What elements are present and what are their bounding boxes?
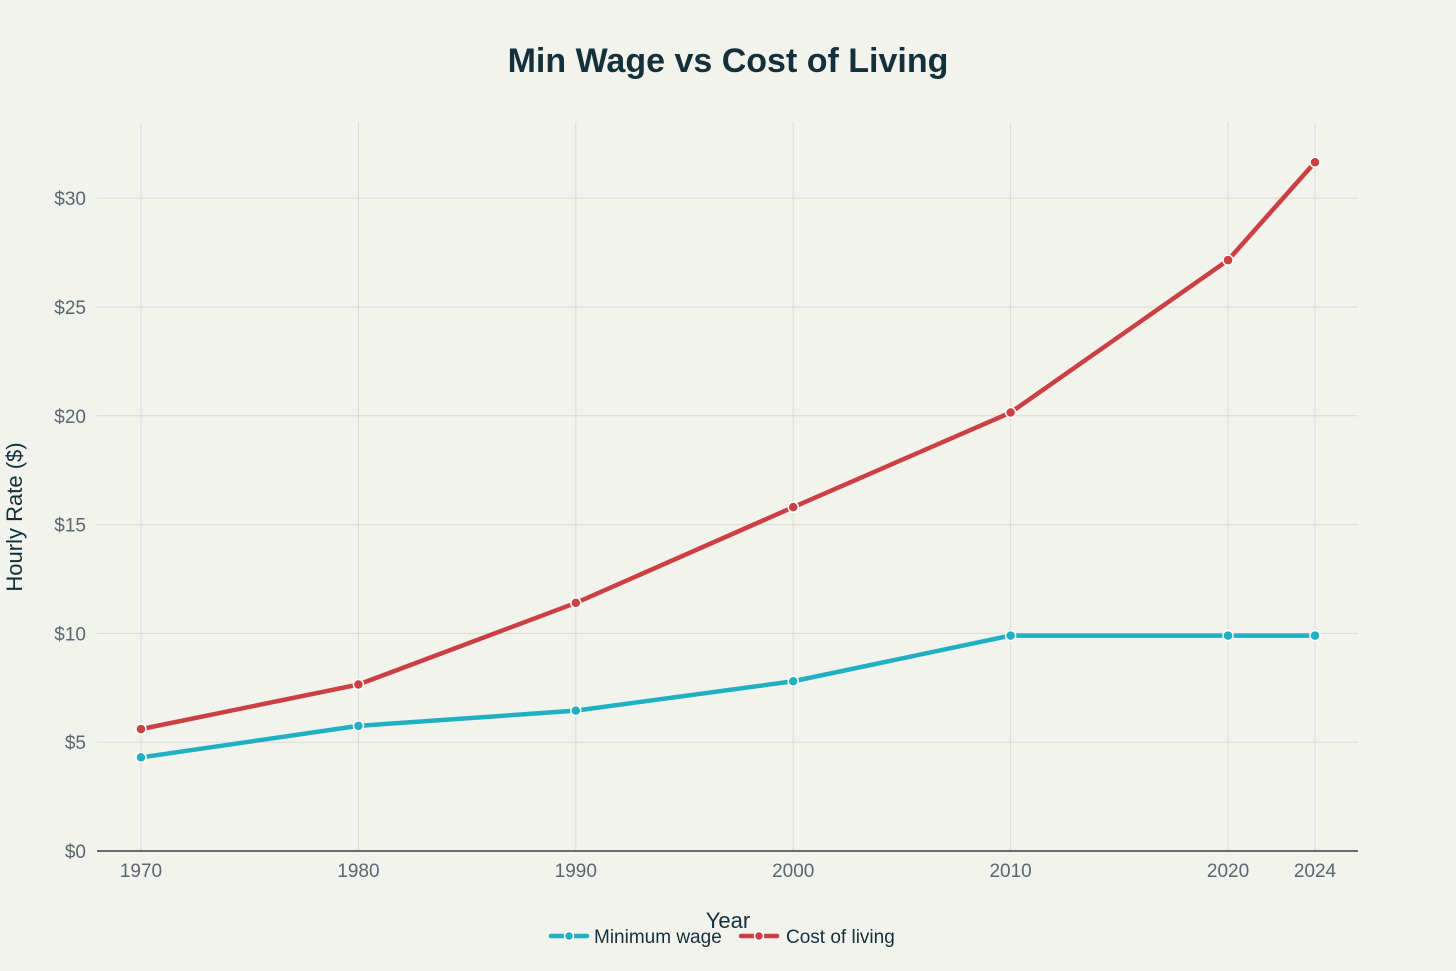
- series-cost-of-living: [135, 156, 1321, 735]
- data-point[interactable]: [135, 751, 147, 764]
- data-point[interactable]: [1222, 254, 1234, 266]
- y-tick-label: $10: [54, 624, 86, 645]
- data-point[interactable]: [1004, 629, 1017, 642]
- chart-title: Min Wage vs Cost of Living: [508, 42, 949, 80]
- legend-item[interactable]: Minimum wage: [548, 927, 722, 948]
- series-line: [138, 160, 1318, 732]
- series-layer: [135, 156, 1321, 764]
- data-point[interactable]: [135, 723, 147, 735]
- legend-item[interactable]: Cost of living: [738, 927, 895, 948]
- data-point[interactable]: [352, 720, 365, 732]
- series-minimum-wage: [135, 629, 1321, 764]
- y-tick-label: $25: [54, 298, 86, 319]
- x-tick-label: 1970: [120, 861, 162, 882]
- legend-label: Cost of living: [786, 927, 895, 948]
- data-point[interactable]: [570, 704, 582, 717]
- x-tick-label: 2000: [772, 861, 814, 882]
- data-point[interactable]: [1004, 406, 1017, 419]
- data-point[interactable]: [352, 678, 365, 691]
- y-tick-label: $0: [65, 842, 86, 863]
- legend-marker: [753, 930, 765, 942]
- x-tick-label: 1990: [555, 861, 597, 882]
- x-tick-label: 2010: [989, 861, 1031, 882]
- data-point[interactable]: [787, 675, 799, 688]
- x-tick-label: 1980: [337, 861, 379, 882]
- series-line: [138, 633, 1318, 760]
- y-tick-label: $5: [65, 733, 86, 754]
- x-tick-label: 2024: [1294, 861, 1337, 882]
- axis-layer: 1970 1980 1990 2000 2010 2020 2024 $0 $5 $10 $15 $2…: [54, 189, 1358, 882]
- data-point[interactable]: [1309, 156, 1321, 169]
- x-axis-title: Year: [706, 908, 750, 933]
- y-axis-title: Hourly Rate ($): [2, 442, 27, 591]
- data-point[interactable]: [570, 597, 582, 609]
- y-tick-label: $15: [54, 516, 86, 537]
- data-point[interactable]: [1309, 629, 1321, 642]
- data-point[interactable]: [1222, 629, 1234, 642]
- legend-label: Minimum wage: [594, 927, 722, 948]
- data-point[interactable]: [787, 501, 799, 513]
- legend: Minimum wage Cost of living: [548, 927, 895, 948]
- x-tick-label: 2020: [1207, 861, 1249, 882]
- y-tick-label: $30: [54, 189, 86, 210]
- y-tick-label: $20: [54, 407, 86, 428]
- legend-marker: [563, 930, 575, 942]
- grid-layer: [97, 122, 1358, 851]
